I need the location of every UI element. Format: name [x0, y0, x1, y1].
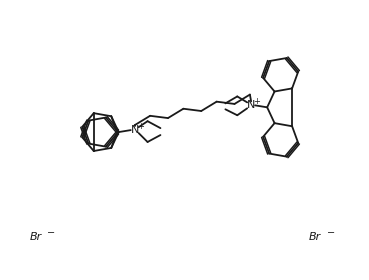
Text: +: +: [253, 97, 260, 106]
Text: +: +: [137, 122, 144, 131]
Text: N: N: [247, 100, 255, 110]
Text: N: N: [131, 125, 139, 135]
Text: Br: Br: [30, 232, 42, 242]
Text: −: −: [327, 228, 335, 238]
Text: −: −: [47, 228, 55, 238]
Text: Br: Br: [309, 232, 321, 242]
